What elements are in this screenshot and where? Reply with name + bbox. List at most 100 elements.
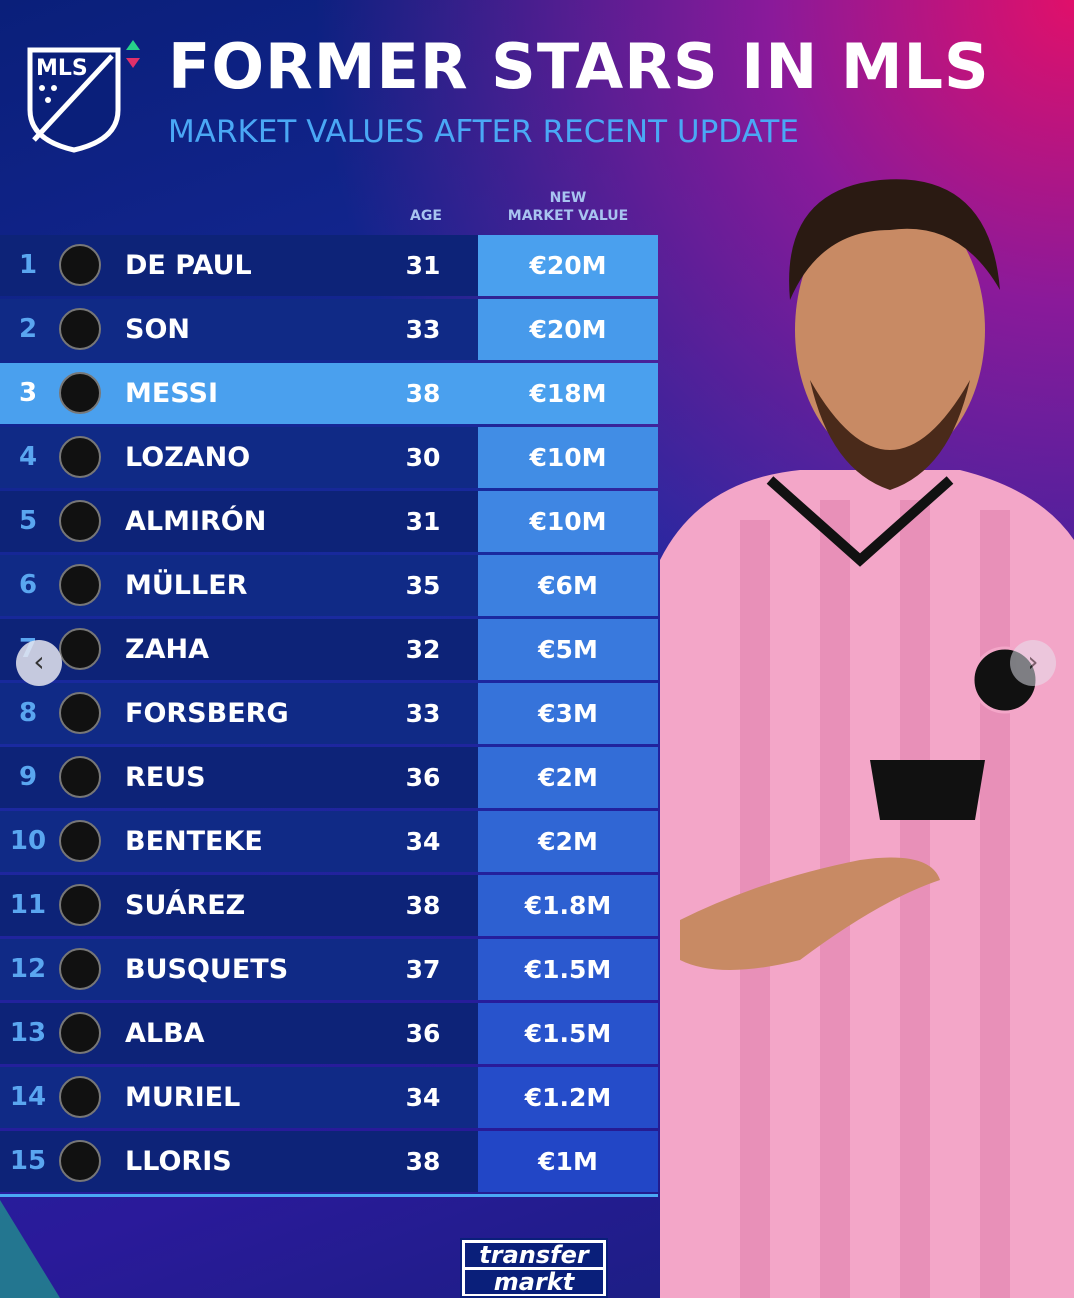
subtitle: MARKET VALUES AFTER RECENT UPDATE <box>168 114 799 150</box>
column-header: AGE <box>410 208 442 224</box>
table-row: 11 SUÁREZ 38 €1.8M <box>0 875 658 936</box>
value-cell-bg <box>478 1131 658 1192</box>
value-cell-bg <box>478 747 658 808</box>
market-value: €2M <box>538 763 598 792</box>
rank: 13 <box>9 1018 47 1048</box>
next-button[interactable]: › <box>1010 640 1056 686</box>
column-header: MARKET VALUE <box>507 208 629 224</box>
value-cell-bg <box>478 683 658 744</box>
prev-button[interactable]: ‹ <box>16 640 62 686</box>
value-cell-bg <box>478 939 658 1000</box>
value-cell-bg <box>478 299 658 360</box>
value-cell-bg <box>478 1003 658 1064</box>
age: 30 <box>405 443 441 472</box>
table-row: 9 REUS 36 €2M <box>0 747 658 808</box>
player-name: ALMIRÓN <box>125 506 267 537</box>
club-logo <box>59 756 101 798</box>
table-row: 5 ALMIRÓN 31 €10M <box>0 491 658 552</box>
value-cell-bg <box>478 491 658 552</box>
age: 34 <box>405 827 441 856</box>
age: 37 <box>405 955 441 984</box>
rank: 11 <box>9 890 47 920</box>
league-logo: MLS <box>36 56 88 81</box>
table-row: 3 MESSI 38 €18M <box>0 363 658 424</box>
value-cell-bg <box>478 235 658 296</box>
club-logo <box>59 500 101 542</box>
table-rule <box>0 1194 658 1197</box>
market-value: €6M <box>538 571 598 600</box>
footer-line: markt <box>465 1270 603 1294</box>
club-logo <box>59 1076 101 1118</box>
rank: 9 <box>18 762 38 792</box>
market-value: €5M <box>538 635 598 664</box>
club-logo <box>59 564 101 606</box>
club-logo <box>59 1012 101 1054</box>
age: 38 <box>405 379 441 408</box>
player-name: MÜLLER <box>125 570 248 601</box>
age: 31 <box>405 251 441 280</box>
club-logo <box>59 692 101 734</box>
player-name: BUSQUETS <box>125 954 289 985</box>
player-name: DE PAUL <box>125 250 252 281</box>
player-name: ZAHA <box>125 634 209 665</box>
market-value: €3M <box>538 699 598 728</box>
player-name: LLORIS <box>125 1146 232 1177</box>
player-name: MURIEL <box>125 1082 241 1113</box>
rank: 8 <box>18 698 38 728</box>
rank: 15 <box>9 1146 47 1176</box>
age: 38 <box>405 1147 441 1176</box>
rank: 12 <box>9 954 47 984</box>
age: 38 <box>405 891 441 920</box>
club-logo <box>59 244 101 286</box>
age: 31 <box>405 507 441 536</box>
table-row: 12 BUSQUETS 37 €1.5M <box>0 939 658 1000</box>
age: 33 <box>405 699 441 728</box>
market-value: €1.8M <box>524 891 612 920</box>
table-row: 6 MÜLLER 35 €6M <box>0 555 658 616</box>
club-logo <box>59 884 101 926</box>
table-row: 14 MURIEL 34 €1.2M <box>0 1067 658 1128</box>
value-cell-bg <box>478 811 658 872</box>
player-name: LOZANO <box>125 442 251 473</box>
club-logo <box>59 436 101 478</box>
table-row: 13 ALBA 36 €1.5M <box>0 1003 658 1064</box>
rank: 6 <box>18 570 38 600</box>
club-logo <box>59 628 101 670</box>
rank: 5 <box>18 506 38 536</box>
club-logo <box>59 948 101 990</box>
table-row: 10 BENTEKE 34 €2M <box>0 811 658 872</box>
rank: 14 <box>9 1082 47 1112</box>
market-value: €18M <box>529 379 607 408</box>
club-logo <box>59 308 101 350</box>
table-row: 2 SON 33 €20M <box>0 299 658 360</box>
age: 36 <box>405 763 441 792</box>
rank: 10 <box>9 826 47 856</box>
player-name: ALBA <box>125 1018 205 1049</box>
market-value: €1M <box>538 1147 598 1176</box>
age: 36 <box>405 1019 441 1048</box>
player-name: BENTEKE <box>125 826 263 857</box>
value-cell-bg <box>478 875 658 936</box>
market-value: €10M <box>529 443 607 472</box>
table-row: 7ZAHA32€5M <box>0 619 658 680</box>
market-value: €1.5M <box>524 955 612 984</box>
value-cell-bg <box>478 555 658 616</box>
club-logo <box>59 372 101 414</box>
player-name: REUS <box>125 762 206 793</box>
player-name: SUÁREZ <box>125 890 246 921</box>
table-row: 8 FORSBERG 33 €3M <box>0 683 658 744</box>
club-logo <box>59 1140 101 1182</box>
rank: 4 <box>18 442 38 472</box>
rank: 1 <box>18 250 38 280</box>
table-row: 4 LOZANO 30 €10M <box>0 427 658 488</box>
column-header: NEW <box>549 190 587 206</box>
player-name: SON <box>125 314 190 345</box>
age: 35 <box>405 571 441 600</box>
footer-logo: transfer markt <box>460 1238 608 1298</box>
market-value: €20M <box>529 251 607 280</box>
market-value: €10M <box>529 507 607 536</box>
footer-line: transfer <box>465 1243 603 1267</box>
title: FORMER STARS IN MLS <box>168 30 990 103</box>
